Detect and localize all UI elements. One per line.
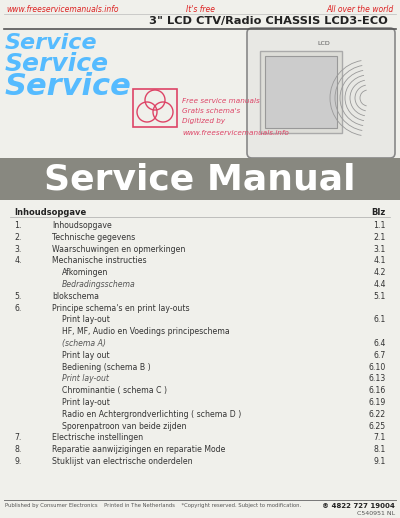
- Text: Free service manuals: Free service manuals: [182, 98, 260, 104]
- Text: 6.: 6.: [15, 304, 22, 312]
- Text: 5.: 5.: [15, 292, 22, 301]
- Text: 8.1: 8.1: [374, 445, 386, 454]
- Text: C540951 NL: C540951 NL: [357, 511, 395, 516]
- Text: 7.1: 7.1: [374, 434, 386, 442]
- Text: Radio en Achtergrondverlichting ( schema D ): Radio en Achtergrondverlichting ( schema…: [62, 410, 241, 419]
- Text: 6.25: 6.25: [369, 422, 386, 430]
- Text: Print lay-out: Print lay-out: [62, 315, 110, 324]
- Text: Print lay-out: Print lay-out: [62, 375, 109, 383]
- Text: 6.16: 6.16: [369, 386, 386, 395]
- Bar: [133, 89, 177, 127]
- Text: Mechanische instructies: Mechanische instructies: [52, 256, 147, 265]
- Text: Reparatie aanwijzigingen en reparatie Mode: Reparatie aanwijzigingen en reparatie Mo…: [52, 445, 225, 454]
- Text: 6.10: 6.10: [369, 363, 386, 371]
- Bar: [0, 158, 400, 200]
- Text: Waarschuwingen en opmerkingen: Waarschuwingen en opmerkingen: [52, 244, 185, 254]
- Text: Service Manual: Service Manual: [44, 162, 356, 196]
- Text: Print lay out: Print lay out: [62, 351, 110, 360]
- Text: 6.19: 6.19: [369, 398, 386, 407]
- Text: Electrische instellingen: Electrische instellingen: [52, 434, 143, 442]
- Bar: [260, 51, 342, 133]
- Text: 7.: 7.: [15, 434, 22, 442]
- Text: Stuklijst van electrische onderdelen: Stuklijst van electrische onderdelen: [52, 457, 193, 466]
- Text: Print lay-out: Print lay-out: [62, 398, 110, 407]
- Text: Chrominantie ( schema C ): Chrominantie ( schema C ): [62, 386, 167, 395]
- Text: Blz: Blz: [372, 208, 386, 217]
- Text: Principe schema's en print lay-outs: Principe schema's en print lay-outs: [52, 304, 190, 312]
- Text: www.freeservicemanuals.info: www.freeservicemanuals.info: [182, 130, 289, 136]
- Text: It's free: It's free: [186, 5, 214, 14]
- Text: HF, MF, Audio en Voedings principeschema: HF, MF, Audio en Voedings principeschema: [62, 327, 230, 336]
- Text: 3.: 3.: [15, 244, 22, 254]
- Text: 6.7: 6.7: [374, 351, 386, 360]
- Text: 9.: 9.: [15, 457, 22, 466]
- Text: blokschema: blokschema: [52, 292, 99, 301]
- Text: 4.1: 4.1: [374, 256, 386, 265]
- Text: 4.4: 4.4: [374, 280, 386, 289]
- Text: LCD: LCD: [317, 41, 330, 46]
- Text: Digitized by: Digitized by: [182, 118, 225, 124]
- Text: Inhoudsopgave: Inhoudsopgave: [52, 221, 112, 230]
- Text: ® 4822 727 19004: ® 4822 727 19004: [322, 503, 395, 509]
- Text: www.freeservicemanuals.info: www.freeservicemanuals.info: [6, 5, 118, 14]
- Text: 1.: 1.: [14, 221, 22, 230]
- Text: 6.22: 6.22: [369, 410, 386, 419]
- Bar: [265, 56, 337, 128]
- Text: Sporenpatroon van beide zijden: Sporenpatroon van beide zijden: [62, 422, 186, 430]
- Text: Technische gegevens: Technische gegevens: [52, 233, 135, 242]
- Text: 2.: 2.: [15, 233, 22, 242]
- Text: All over the world: All over the world: [327, 5, 394, 14]
- Text: Service: Service: [5, 33, 98, 53]
- Text: 5.1: 5.1: [374, 292, 386, 301]
- FancyBboxPatch shape: [247, 28, 395, 158]
- Text: Bedradingsschema: Bedradingsschema: [62, 280, 136, 289]
- Text: 6.1: 6.1: [374, 315, 386, 324]
- Text: (schema A): (schema A): [62, 339, 106, 348]
- Text: 6.13: 6.13: [369, 375, 386, 383]
- Text: 9.1: 9.1: [374, 457, 386, 466]
- Text: 1.1: 1.1: [374, 221, 386, 230]
- Text: 2.1: 2.1: [374, 233, 386, 242]
- Text: Bediening (schema B ): Bediening (schema B ): [62, 363, 151, 371]
- Text: 4.2: 4.2: [374, 268, 386, 277]
- Text: Service: Service: [5, 72, 132, 101]
- Text: Published by Consumer Electronics    Printed in The Netherlands    *Copyright re: Published by Consumer Electronics Printe…: [5, 503, 301, 508]
- Text: Gratis schema's: Gratis schema's: [182, 108, 240, 114]
- Text: 4.: 4.: [14, 256, 22, 265]
- Text: 3.1: 3.1: [374, 244, 386, 254]
- Text: 8.: 8.: [15, 445, 22, 454]
- Text: 6.4: 6.4: [374, 339, 386, 348]
- Text: Inhoudsopgave: Inhoudsopgave: [14, 208, 86, 217]
- Text: Afkomingen: Afkomingen: [62, 268, 108, 277]
- Text: Service: Service: [5, 52, 109, 76]
- Text: 3" LCD CTV/Radio CHASSIS LCD3-ECO: 3" LCD CTV/Radio CHASSIS LCD3-ECO: [149, 16, 388, 26]
